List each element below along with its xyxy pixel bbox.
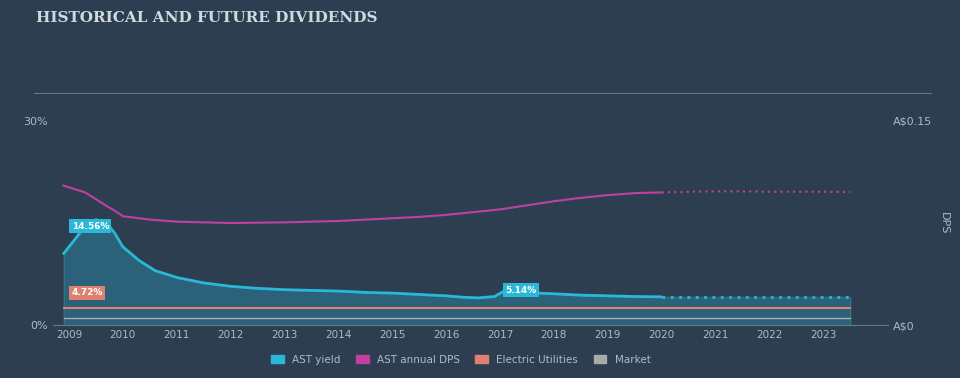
Text: 4.72%: 4.72% [72, 288, 103, 297]
Text: 14.56%: 14.56% [72, 222, 109, 231]
Text: HISTORICAL AND FUTURE DIVIDENDS: HISTORICAL AND FUTURE DIVIDENDS [36, 11, 378, 25]
Text: 5.14%: 5.14% [505, 286, 537, 294]
Y-axis label: DPS: DPS [939, 212, 948, 234]
Legend: AST yield, AST annual DPS, Electric Utilities, Market: AST yield, AST annual DPS, Electric Util… [267, 351, 655, 369]
